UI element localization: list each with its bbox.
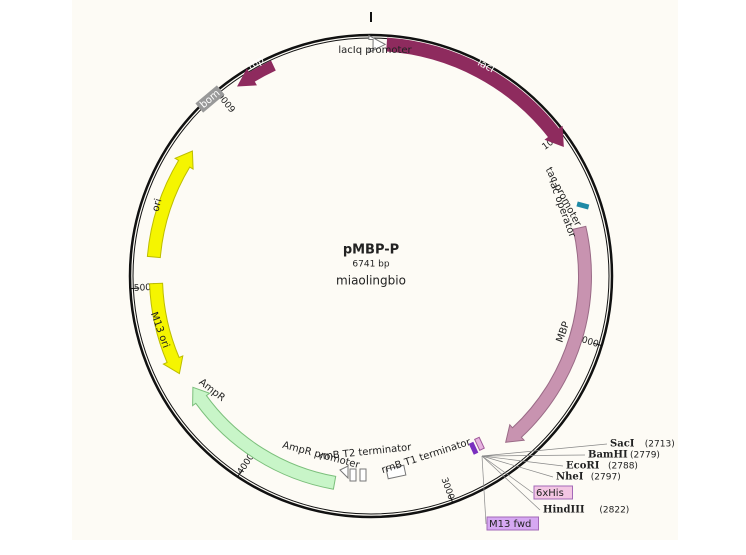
terminator-t2a xyxy=(350,469,356,481)
company: miaolingbio xyxy=(336,274,406,288)
terminator-t2b xyxy=(360,469,366,481)
site-position: (2822) xyxy=(599,506,629,516)
site-position: (2713) xyxy=(645,440,675,450)
site-name: NheI xyxy=(556,472,584,483)
feature-label: lacIq promoter xyxy=(338,45,412,56)
plasmid-name: pMBP-P xyxy=(343,243,399,258)
site-position: (2779) xyxy=(630,451,660,461)
site-position: (2788) xyxy=(608,462,638,472)
plasmid-length: 6741 bp xyxy=(352,260,389,270)
site-box-label: 6xHis xyxy=(536,488,564,499)
site-name: EcoRI xyxy=(566,461,600,472)
site-name: SacI xyxy=(610,439,635,450)
site-name: HindIII xyxy=(543,505,585,516)
site-name: BamHI xyxy=(588,450,628,461)
site-position: (2797) xyxy=(591,473,621,483)
site-box-label: M13 fwd xyxy=(489,519,531,530)
